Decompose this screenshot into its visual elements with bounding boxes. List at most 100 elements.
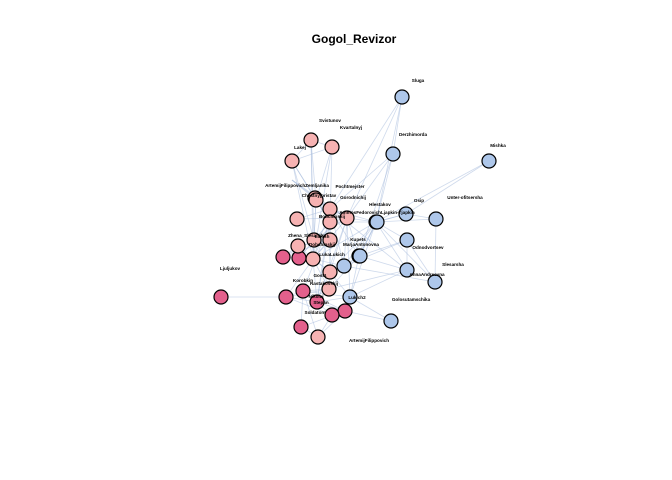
node-label: Gost1 <box>313 273 326 278</box>
graph-node <box>289 211 305 227</box>
graph-node <box>308 192 324 208</box>
graph-node <box>427 274 443 290</box>
graph-edge <box>349 269 408 298</box>
graph-node <box>399 262 415 278</box>
node-label: Stepan <box>313 300 329 305</box>
graph-edge <box>315 146 333 201</box>
node-label: Slesarsha <box>442 262 464 267</box>
node-label: Dobchinskij <box>309 242 335 247</box>
graph-edge <box>343 221 377 267</box>
graph-edge <box>282 239 331 258</box>
graph-node <box>481 153 497 169</box>
graph-edge <box>406 239 436 283</box>
graph-edge <box>285 296 333 316</box>
graph-node <box>321 281 337 297</box>
graph-edge <box>434 218 437 283</box>
graph-node <box>295 283 311 299</box>
graph-node <box>336 258 352 274</box>
node-label: Golosutamschika <box>392 297 431 302</box>
graph-node <box>394 89 410 105</box>
graph-edge <box>346 153 394 219</box>
node-label: Mishka <box>490 143 506 148</box>
node-label: Unter-ofitsersha <box>447 195 483 200</box>
graph-node <box>398 206 414 222</box>
graph-node <box>290 238 306 254</box>
node-label: MarjaAntonovna <box>343 242 379 247</box>
graph-node <box>278 289 294 305</box>
node-label: Osip <box>414 198 424 203</box>
graph-node <box>309 294 325 310</box>
labels-layer: Sluga Svistunov Kvartalnyj Lakej Derzhimorda… <box>220 78 506 343</box>
graph-edge <box>329 96 403 210</box>
node-label: ArtemijFilippovich <box>349 338 389 343</box>
graph-node <box>324 139 340 155</box>
graph-edge <box>344 310 392 322</box>
graph-node <box>284 153 300 169</box>
node-label: Kupets <box>350 237 366 242</box>
graph-edge <box>358 153 394 257</box>
graph-edge <box>375 160 490 223</box>
node-label: Rastakovskij <box>310 281 338 286</box>
graph-edge <box>375 221 436 283</box>
node-label: Lukich <box>315 234 330 239</box>
node-label: Svistunov <box>319 118 341 123</box>
graph-node <box>385 146 401 162</box>
graph-edge <box>312 221 377 260</box>
graph-edge <box>346 96 403 219</box>
node-label: Kvartalnyj <box>340 125 362 130</box>
graph-edge <box>302 290 319 338</box>
graph-edge <box>405 160 490 215</box>
node-label: ArtemijFilippovichZemljanika <box>265 183 329 188</box>
graph-node <box>383 313 399 329</box>
plot-title: Gogol_Revizor <box>311 32 397 46</box>
graph-node <box>337 303 353 319</box>
graph-node <box>369 214 385 230</box>
graph-node <box>303 132 319 148</box>
graph-edge <box>310 139 317 201</box>
graph-node <box>275 249 291 265</box>
graph-node <box>399 232 415 248</box>
graph-node <box>324 307 340 323</box>
node-label: Gorodnichij <box>340 195 366 200</box>
node-label: Derzhimorda <box>399 132 428 137</box>
node-label: Ljuljukov <box>220 266 241 271</box>
graph-edge <box>343 217 348 267</box>
graph-node <box>293 319 309 335</box>
node-label: Odnodvortsev <box>412 245 444 250</box>
node-label: Zhena_Slesarsha <box>288 233 326 238</box>
node-label: Lukich2 <box>348 295 366 300</box>
node-label: LukaLukich <box>319 252 345 257</box>
node-label: AmmosFedorovichLjapkin-Tjapkin <box>339 210 414 215</box>
graph-edge <box>291 160 315 241</box>
graph-edge <box>349 296 392 322</box>
graph-node <box>213 289 229 305</box>
graph-edge <box>285 258 314 298</box>
node-label: Pochtmejster <box>335 184 364 189</box>
node-label: Korobkin <box>293 278 313 283</box>
graph-node <box>306 232 322 248</box>
graph-edge <box>329 153 394 210</box>
node-label: Lakej <box>294 145 306 150</box>
graph-node <box>428 211 444 227</box>
graph-node <box>352 248 368 264</box>
graph-node <box>342 289 358 305</box>
graph-edge <box>346 217 351 298</box>
graph-edge <box>375 153 394 223</box>
node-label: Sluga <box>412 78 425 83</box>
node-label: Bobchinskij <box>319 214 345 219</box>
graph-node <box>310 329 326 345</box>
graph-node <box>322 264 338 280</box>
node-label: Hlestakov <box>369 202 391 207</box>
node-label: Soldatom <box>305 310 326 315</box>
graph-node <box>322 214 338 230</box>
graph-node <box>322 232 338 248</box>
nodes-layer <box>213 89 497 345</box>
node-label: AnnaAndreevna <box>409 272 445 277</box>
node-label: Nikolaj <box>308 294 323 299</box>
graph-edge <box>296 217 348 220</box>
graph-node <box>305 251 321 267</box>
graph-edge <box>392 96 403 155</box>
graph-edge <box>328 269 408 290</box>
node-label: Chastnyjpristav <box>302 193 337 198</box>
